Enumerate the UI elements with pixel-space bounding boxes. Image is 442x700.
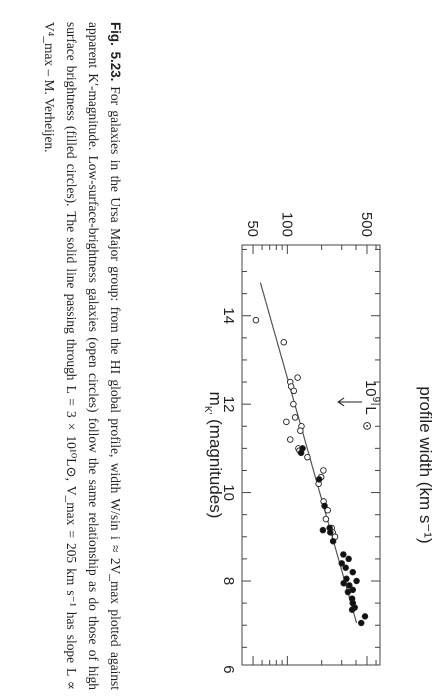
filled-circle-point [342,564,349,571]
filled-circle-point [353,577,360,585]
sun-symbol-icon [363,422,371,430]
y-axis-ticks: 50 100 500 [241,212,377,665]
open-circle-point [290,387,298,395]
open-circle-point [280,339,288,346]
scatter-plot: profile width (km s⁻¹) mK' (magnitudes) … [202,212,435,674]
open-circle-point [304,453,311,461]
filled-circle-point [357,619,365,627]
x-tick-label: 10 [220,484,237,501]
y-tick-label: 100 [278,212,295,237]
annotation-group: 109 L [337,380,381,430]
filled-circle-point [315,476,323,483]
filled-circle-point [297,449,305,457]
open-circle-point [322,515,330,523]
filled-circle-point [344,588,352,596]
sun-symbol-dot [366,425,369,427]
x-axis-title-sub: K' [202,406,213,415]
filled-circle-point [340,551,347,558]
open-circle-point [291,414,299,421]
annotation-arrowhead [337,397,345,407]
open-circle-point [324,507,331,514]
filled-circle-point [321,502,328,510]
fit-line [259,282,358,624]
x-axis-title-rest: (magnitudes) [206,414,225,518]
figure-caption: Fig. 5.23.For galaxies in the Ursa Major… [38,22,126,690]
x-tick-label: 6 [220,665,237,673]
filled-circle-point [327,529,334,536]
filled-circle-point [348,606,356,613]
open-circle-point [286,436,294,443]
open-circle-point [297,427,304,434]
figure-label: Fig. 5.23. [108,22,123,82]
caption-text: For galaxies in the Ursa Major group: fr… [42,22,123,690]
open-circle-point [283,418,290,426]
filled-circle-point [346,582,353,589]
y-axis-title: profile width (km s⁻¹) [416,386,435,543]
plot-frame [241,244,381,666]
filled-circle-point [329,537,337,545]
x-tick-label: 14 [220,307,237,324]
x-tick-label: 8 [220,577,237,585]
filled-circle-point [338,560,345,567]
y-tick-label: 50 [244,220,261,237]
x-tick-label: 12 [220,396,237,413]
filled-circle-point [319,526,327,534]
filled-circle-point [345,555,352,563]
open-circle-point [294,374,301,381]
fit-line-group [259,282,358,624]
x-axis-ticks: 14 12 10 8 6 [220,248,380,674]
data-points [252,316,369,627]
annotation-label: 109 L [362,380,381,415]
open-circle-point [320,467,327,474]
filled-circle-point [340,579,347,587]
filled-circle-point [361,613,369,620]
x-axis-title: mK' (magnitudes) [202,392,225,519]
y-tick-label: 500 [358,212,375,237]
open-circle-point [252,316,260,324]
filled-circle-point [349,568,357,576]
x-axis-title-main: m [206,392,225,406]
open-circle-point [290,400,297,408]
